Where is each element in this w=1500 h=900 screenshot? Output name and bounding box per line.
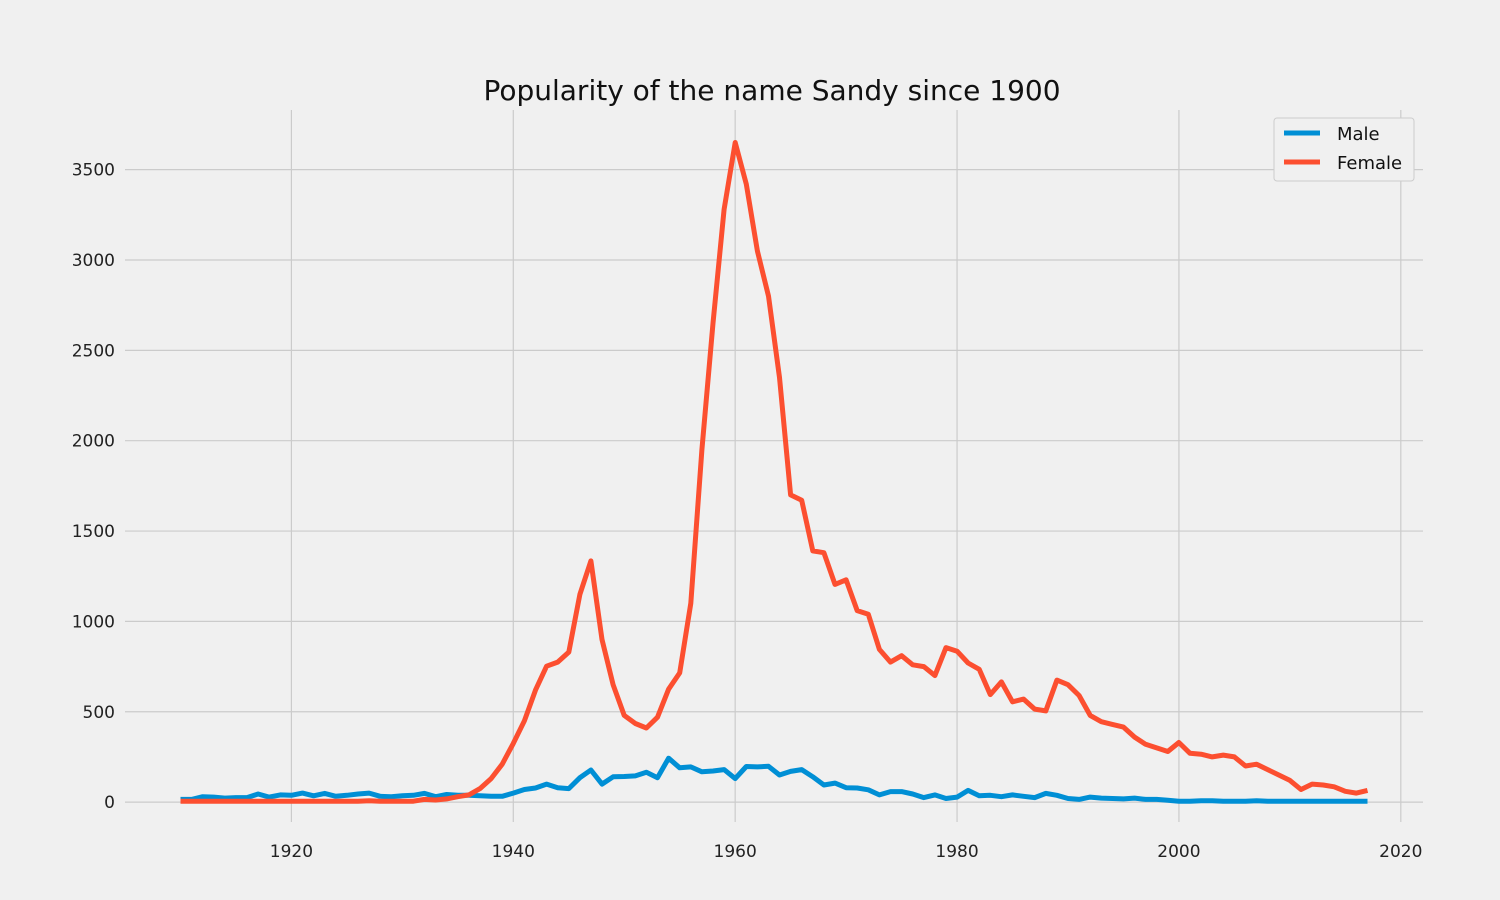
legend-label-female: Female <box>1337 153 1402 174</box>
tick-layer: 0 500 1000 1500 2000 2500 3000 3500 1920 1940 1960… <box>72 161 1423 862</box>
x-tick-label: 1940 <box>492 842 535 862</box>
y-tick-label: 2500 <box>72 341 115 361</box>
x-tick-label: 1920 <box>270 842 313 862</box>
y-tick-label: 500 <box>83 703 115 723</box>
x-tick-label: 1980 <box>935 842 978 862</box>
y-tick-label: 3500 <box>72 161 115 181</box>
y-tick-label: 1500 <box>72 522 115 542</box>
grid-layer <box>125 110 1423 822</box>
y-tick-label: 3000 <box>72 251 115 271</box>
y-tick-label: 0 <box>104 793 115 813</box>
x-tick-label: 2000 <box>1157 842 1200 862</box>
legend-label-male: Male <box>1337 124 1380 145</box>
y-tick-label: 2000 <box>72 432 115 452</box>
x-tick-label: 1960 <box>714 842 757 862</box>
y-tick-label: 1000 <box>72 612 115 632</box>
chart-title: Popularity of the name Sandy since 1900 <box>483 74 1060 107</box>
legend: Male Female <box>1273 117 1415 182</box>
series-layer <box>180 140 1369 804</box>
series-line-female <box>180 140 1369 804</box>
x-tick-label: 2020 <box>1379 842 1422 862</box>
series-line-male <box>180 755 1368 804</box>
